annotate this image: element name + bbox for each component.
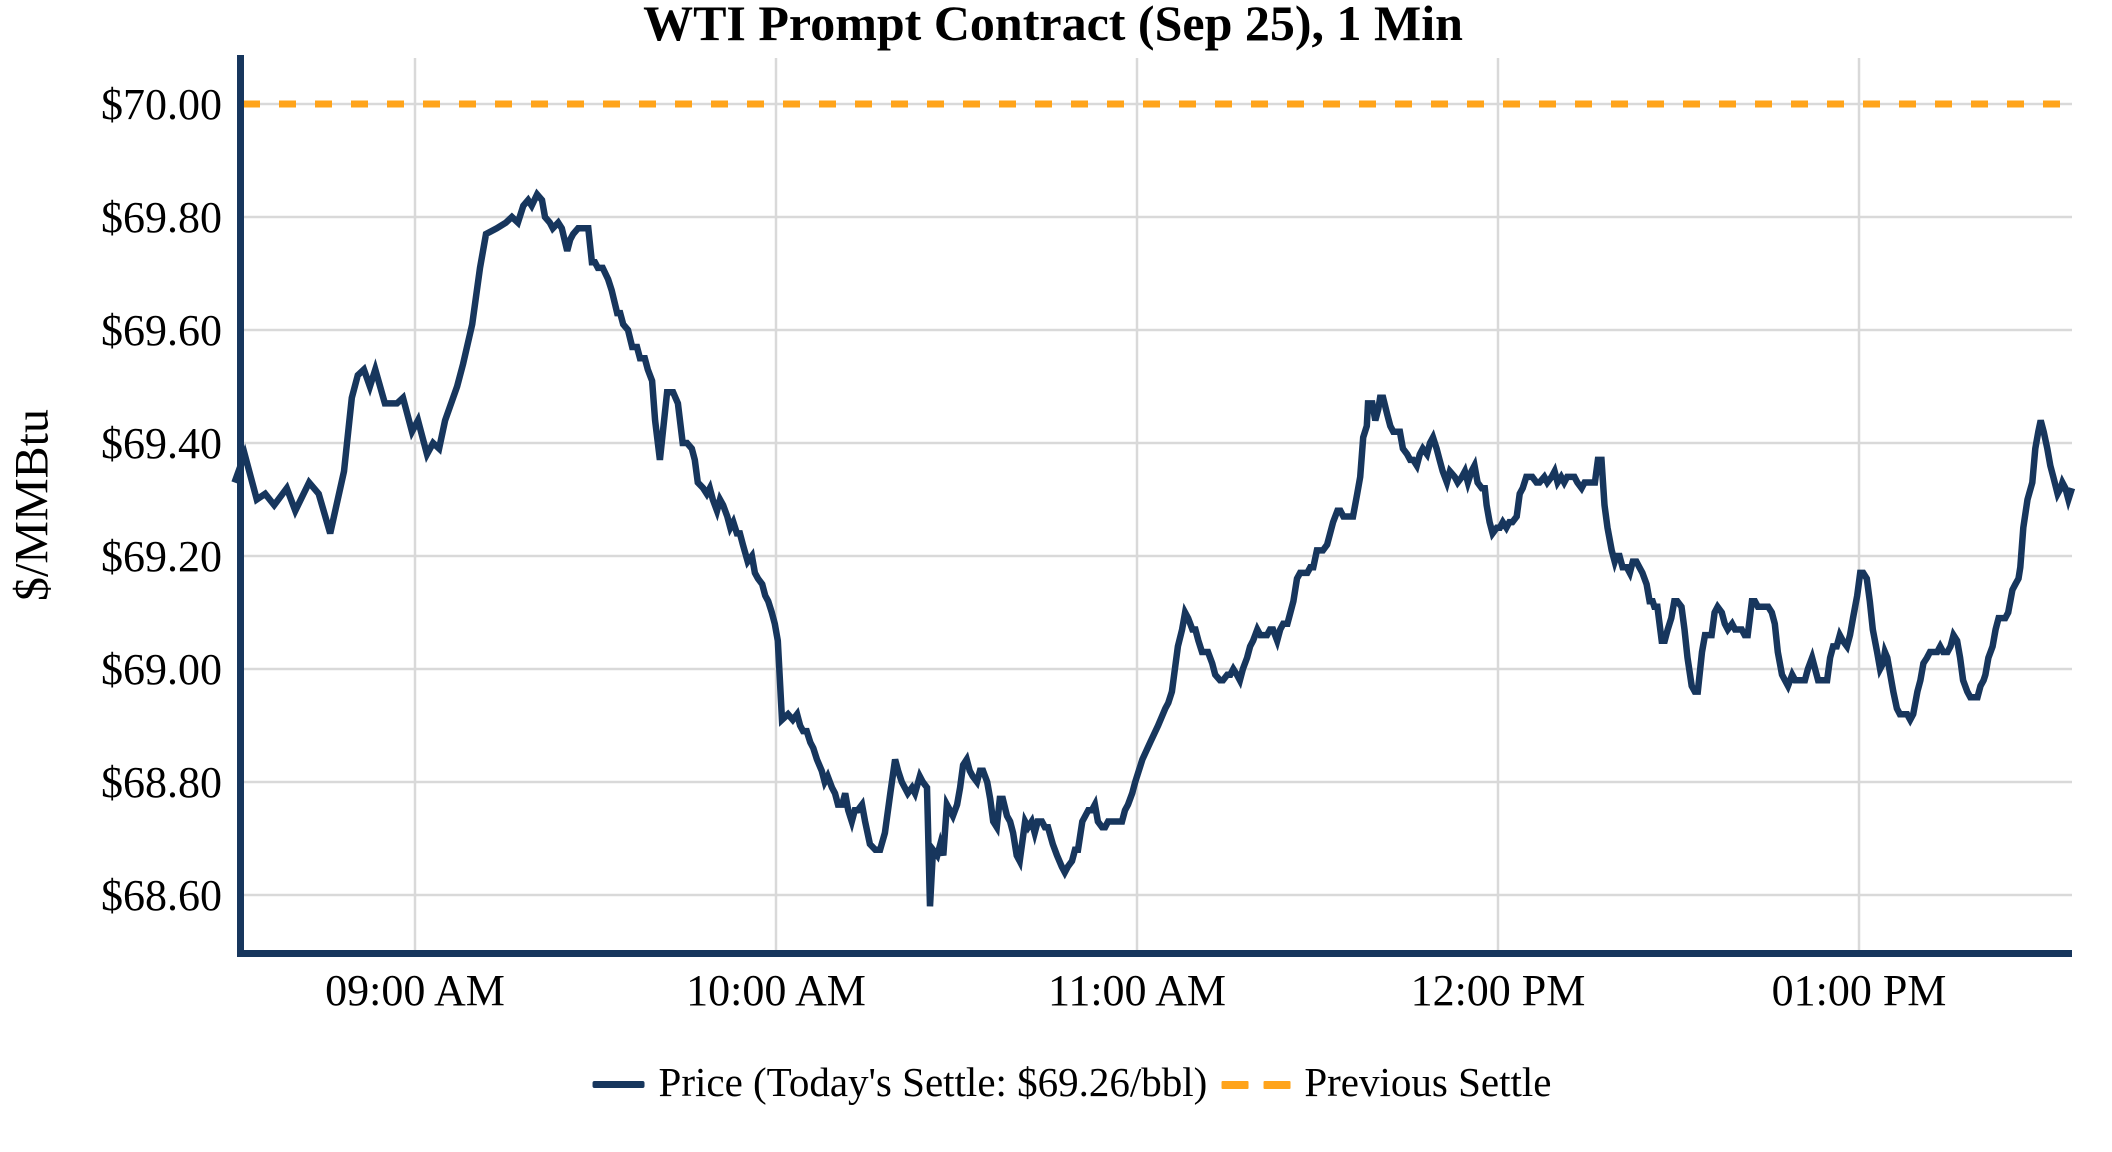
- legend: Price (Today's Settle: $69.26/bbl) Previ…: [592, 1059, 1552, 1105]
- legend-previous-settle-label: Previous Settle: [1304, 1059, 1552, 1105]
- x-tick-label: 01:00 PM: [1772, 966, 1947, 1015]
- previous-settle-dash-swatch-icon: [1221, 1080, 1291, 1089]
- price-line-series: [231, 188, 2076, 907]
- y-axis-title: $/MMBtu: [5, 408, 59, 602]
- y-tick-label: $69.40: [101, 419, 222, 468]
- price-line-swatch-icon: [592, 1081, 645, 1088]
- x-tick-label: 11:00 AM: [1048, 966, 1226, 1015]
- x-tick-label: 09:00 AM: [325, 966, 505, 1015]
- y-tick-label: $69.60: [101, 306, 222, 355]
- x-tick-label: 12:00 PM: [1411, 966, 1586, 1015]
- y-tick-label: $69.20: [101, 532, 222, 581]
- legend-price-label: Price (Today's Settle: $69.26/bbl): [658, 1059, 1208, 1105]
- x-tick-label: 10:00 AM: [686, 966, 866, 1015]
- y-tick-label: $70.00: [101, 80, 222, 129]
- y-tick-label: $68.80: [101, 758, 222, 807]
- y-tick-label: $69.00: [101, 645, 222, 694]
- y-tick-label: $68.60: [101, 871, 222, 920]
- chart-title: WTI Prompt Contract (Sep 25), 1 Min: [643, 0, 1463, 51]
- y-tick-label: $69.80: [101, 193, 222, 242]
